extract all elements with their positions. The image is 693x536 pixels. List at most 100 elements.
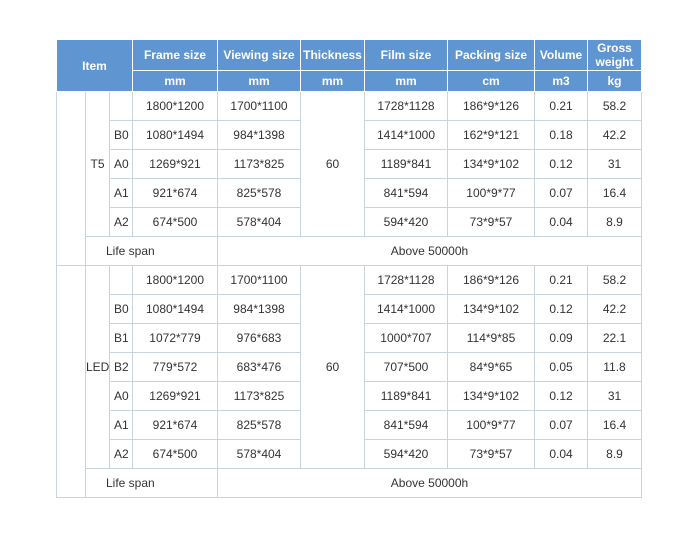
group-spacer: [56, 265, 86, 498]
thickness-unit: mm: [300, 70, 365, 92]
volume-cell: 0.09: [534, 323, 588, 353]
gross-weight-header: Gross weight: [587, 39, 642, 71]
packing-cell: 84*9*65: [447, 352, 535, 382]
frame-cell: 1080*1494: [132, 120, 218, 150]
weight-cell: 58.2: [587, 265, 642, 295]
size-cell: A0: [109, 149, 133, 179]
volume-cell: 0.07: [534, 410, 588, 440]
packing-cell: 73*9*57: [447, 207, 535, 237]
viewing-cell: 1173*825: [217, 381, 301, 411]
t5-group: T5 1800*1200 1700*1100 60 1728*1128 186*…: [56, 91, 642, 266]
weight-cell: 16.4: [587, 178, 642, 208]
packing-size-unit: cm: [447, 70, 535, 92]
viewing-cell: 976*683: [217, 323, 301, 353]
table-row: A2 674*500 578*404 594*420 73*9*57 0.04 …: [57, 439, 642, 469]
life-span-label: Life span: [85, 236, 218, 266]
led-group: LED 1800*1200 1700*1100 60 1728*1128 186…: [56, 265, 642, 498]
viewing-cell: 984*1398: [217, 294, 301, 324]
viewing-cell: 1700*1100: [217, 265, 301, 295]
viewing-cell: 825*578: [217, 178, 301, 208]
film-cell: 594*420: [364, 207, 448, 237]
frame-cell: 1269*921: [132, 381, 218, 411]
size-cell: B0: [109, 294, 133, 324]
frame-size-header: Frame size: [132, 39, 218, 71]
weight-cell: 22.1: [587, 323, 642, 353]
packing-cell: 134*9*102: [447, 149, 535, 179]
frame-cell: 674*500: [132, 207, 218, 237]
frame-cell: 1080*1494: [132, 294, 218, 324]
volume-cell: 0.12: [534, 294, 588, 324]
film-cell: 1000*707: [364, 323, 448, 353]
weight-cell: 31: [587, 149, 642, 179]
frame-cell: 1800*1200: [132, 265, 218, 295]
packing-cell: 114*9*85: [447, 323, 535, 353]
packing-cell: 100*9*77: [447, 410, 535, 440]
size-cell: B2: [109, 352, 133, 382]
volume-cell: 0.21: [534, 91, 588, 121]
volume-cell: 0.21: [534, 265, 588, 295]
table-row: A0 1269*921 1173*825 1189*841 134*9*102 …: [57, 381, 642, 411]
table-row: A1 921*674 825*578 841*594 100*9*77 0.07…: [57, 410, 642, 440]
packing-cell: 134*9*102: [447, 381, 535, 411]
viewing-size-header: Viewing size: [217, 39, 301, 71]
size-cell: A1: [109, 178, 133, 208]
table-row: B0 1080*1494 984*1398 1414*1000 134*9*10…: [57, 294, 642, 324]
weight-cell: 8.9: [587, 439, 642, 469]
life-span-value: Above 50000h: [217, 236, 642, 266]
thickness-cell-led: 60: [300, 265, 365, 469]
life-span-row: Life span Above 50000h: [57, 468, 642, 498]
packing-cell: 100*9*77: [447, 178, 535, 208]
film-cell: 1189*841: [364, 149, 448, 179]
table-row: LED 1800*1200 1700*1100 60 1728*1128 186…: [56, 265, 642, 498]
weight-cell: 16.4: [587, 410, 642, 440]
gross-weight-unit: kg: [587, 70, 642, 92]
size-cell: A2: [109, 439, 133, 469]
packing-cell: 186*9*126: [447, 91, 535, 121]
life-span-value: Above 50000h: [217, 468, 642, 498]
frame-cell: 674*500: [132, 439, 218, 469]
film-cell: 1189*841: [364, 381, 448, 411]
frame-cell: 1269*921: [132, 149, 218, 179]
frame-cell: 921*674: [132, 178, 218, 208]
viewing-cell: 984*1398: [217, 120, 301, 150]
size-cell: [109, 91, 133, 121]
size-cell: A2: [109, 207, 133, 237]
group-name-led: LED: [85, 265, 110, 469]
film-cell: 841*594: [364, 178, 448, 208]
packing-cell: 186*9*126: [447, 265, 535, 295]
viewing-cell: 825*578: [217, 410, 301, 440]
weight-cell: 11.8: [587, 352, 642, 382]
table-row: A0 1269*921 1173*825 1189*841 134*9*102 …: [57, 149, 642, 179]
film-cell: 594*420: [364, 439, 448, 469]
table-row: A1 921*674 825*578 841*594 100*9*77 0.07…: [57, 178, 642, 208]
specification-table: Item Frame size Viewing size Thickness F…: [56, 39, 642, 498]
volume-header: Volume: [534, 39, 588, 71]
packing-cell: 134*9*102: [447, 294, 535, 324]
film-cell: 707*500: [364, 352, 448, 382]
packing-size-header: Packing size: [447, 39, 535, 71]
volume-unit: m3: [534, 70, 588, 92]
volume-cell: 0.04: [534, 207, 588, 237]
thickness-cell-t5: 60: [300, 91, 365, 237]
viewing-cell: 683*476: [217, 352, 301, 382]
size-cell: A0: [109, 381, 133, 411]
table-header: Item Frame size Viewing size Thickness F…: [56, 39, 642, 92]
volume-cell: 0.18: [534, 120, 588, 150]
film-cell: 841*594: [364, 410, 448, 440]
frame-cell: 779*572: [132, 352, 218, 382]
viewing-cell: 578*404: [217, 439, 301, 469]
weight-cell: 31: [587, 381, 642, 411]
film-cell: 1414*1000: [364, 294, 448, 324]
film-cell: 1728*1128: [364, 91, 448, 121]
table-row: B1 1072*779 976*683 1000*707 114*9*85 0.…: [57, 323, 642, 353]
thickness-header: Thickness: [300, 39, 365, 71]
group-spacer: [56, 91, 86, 266]
viewing-cell: 1700*1100: [217, 91, 301, 121]
volume-cell: 0.07: [534, 178, 588, 208]
weight-cell: 42.2: [587, 120, 642, 150]
volume-cell: 0.12: [534, 149, 588, 179]
volume-cell: 0.04: [534, 439, 588, 469]
size-cell: A1: [109, 410, 133, 440]
packing-cell: 162*9*121: [447, 120, 535, 150]
viewing-size-unit: mm: [217, 70, 301, 92]
